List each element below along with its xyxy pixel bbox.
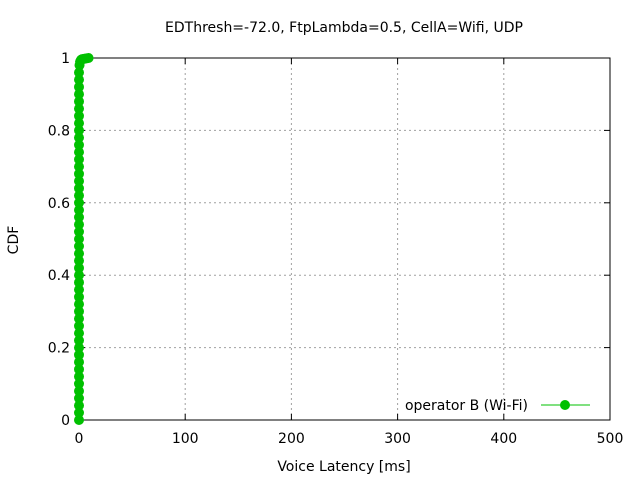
axis-ticks: 0 100 200 300 400 500 0 0.2 0.4 0.6 0.8 1	[48, 51, 624, 447]
y-tick-label: 0.4	[48, 268, 70, 284]
data-point	[74, 400, 84, 411]
data-point	[74, 176, 84, 187]
data-point	[74, 81, 84, 92]
data-point	[74, 270, 84, 281]
data-point	[74, 110, 84, 121]
data-point	[74, 248, 84, 259]
plot-frame	[78, 57, 611, 421]
data-point	[74, 386, 84, 397]
data-point	[74, 407, 84, 418]
x-tick-label: 200	[278, 431, 305, 447]
data-point	[74, 139, 84, 150]
data-point	[74, 67, 84, 78]
data-point	[74, 241, 84, 252]
data-point	[74, 219, 84, 230]
data-point	[83, 53, 94, 63]
data-point	[74, 328, 84, 339]
data-point	[74, 320, 84, 331]
data-point	[74, 234, 84, 244]
data-point	[74, 364, 84, 375]
y-tick-label: 0.8	[48, 123, 70, 139]
legend: operator B (Wi-Fi)	[405, 398, 590, 414]
data-point	[74, 161, 84, 172]
data-point	[74, 371, 84, 382]
data-point	[74, 154, 84, 165]
data-point	[74, 299, 84, 310]
data-point	[74, 306, 84, 317]
data-point	[74, 183, 84, 194]
data-point	[74, 89, 84, 100]
data-point	[74, 284, 84, 295]
chart-title: EDThresh=-72.0, FtpLambda=0.5, CellA=Wif…	[165, 20, 523, 36]
data-point	[74, 103, 84, 114]
data-point	[74, 190, 84, 201]
data-point	[74, 378, 84, 389]
data-point	[74, 342, 84, 353]
x-tick-label: 0	[75, 431, 84, 447]
x-axis-label: Voice Latency [ms]	[277, 459, 410, 475]
x-tick-label: 400	[490, 431, 517, 447]
data-point	[74, 197, 84, 208]
legend-label: operator B (Wi-Fi)	[405, 398, 528, 414]
y-tick-label: 0	[61, 413, 70, 429]
data-point	[74, 147, 84, 158]
data-point	[74, 168, 84, 179]
data-point	[74, 226, 84, 237]
data-point	[74, 205, 84, 216]
data-point	[74, 291, 84, 302]
x-tick-label: 500	[597, 431, 624, 447]
y-axis-label: CDF	[6, 226, 22, 255]
data-point	[74, 118, 84, 129]
data-point	[74, 255, 84, 266]
data-point	[74, 277, 84, 288]
data-point	[74, 125, 84, 136]
x-tick-label: 300	[384, 431, 411, 447]
data-point	[74, 132, 84, 143]
data-point	[74, 262, 84, 273]
legend-marker-swatch	[560, 400, 570, 410]
y-tick-label: 0.2	[48, 341, 70, 357]
data-point	[74, 357, 84, 368]
data-point	[74, 393, 84, 404]
data-point	[74, 335, 84, 346]
data-point	[74, 313, 84, 324]
y-tick-label: 0.6	[48, 196, 70, 212]
series-layer	[74, 53, 94, 425]
y-tick-label: 1	[61, 51, 70, 67]
data-point	[74, 349, 84, 360]
x-tick-label: 100	[172, 431, 199, 447]
data-point	[74, 96, 84, 107]
data-point	[74, 74, 84, 85]
data-point	[74, 212, 84, 223]
data-point	[74, 415, 84, 425]
grid	[79, 58, 610, 420]
